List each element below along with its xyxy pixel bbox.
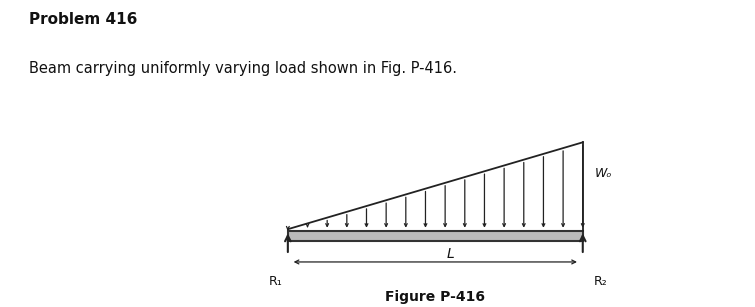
Text: Problem 416: Problem 416 <box>29 12 137 27</box>
Text: R₁: R₁ <box>270 275 283 288</box>
Text: L: L <box>446 247 454 261</box>
Text: Beam carrying uniformly varying load shown in Fig. P-416.: Beam carrying uniformly varying load sho… <box>29 61 457 76</box>
Bar <box>288 231 583 241</box>
Text: R₂: R₂ <box>593 275 607 288</box>
Text: Wₒ: Wₒ <box>595 167 612 180</box>
Text: Figure P-416: Figure P-416 <box>385 290 485 305</box>
